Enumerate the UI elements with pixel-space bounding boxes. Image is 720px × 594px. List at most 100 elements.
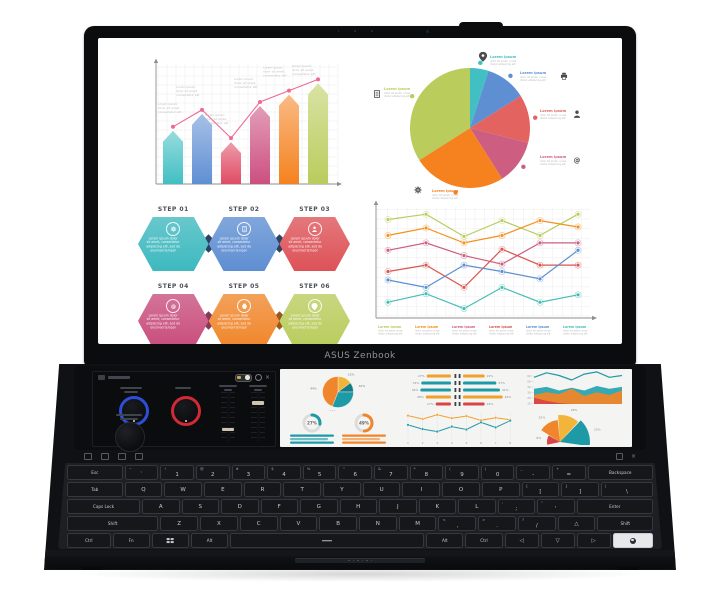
key-6[interactable]: ^ 6	[338, 465, 373, 480]
key-w[interactable]: W	[164, 482, 202, 497]
key-enter[interactable]: Enter	[576, 499, 654, 514]
key-n[interactable]: N	[359, 516, 397, 531]
key-label: 3	[246, 471, 251, 478]
key-alt[interactable]: Alt	[191, 533, 229, 548]
key--[interactable]: <,	[438, 516, 477, 531]
slider-handle[interactable]	[252, 401, 264, 405]
key-v[interactable]: V	[279, 516, 318, 531]
key-h[interactable]: H	[339, 499, 377, 514]
key-esc[interactable]: Esc	[67, 465, 123, 480]
key--[interactable]: ◁	[504, 533, 539, 548]
key-copilot-key[interactable]	[612, 533, 654, 548]
key-shift[interactable]: Shift	[67, 516, 159, 531]
key--[interactable]: △	[557, 516, 596, 531]
key-5[interactable]: % 5	[302, 465, 337, 480]
screenpad-display[interactable]: × 15% 10% 24% 44% 27% 49%	[74, 366, 646, 452]
key-backspace[interactable]: Backspace	[587, 465, 653, 480]
key-8[interactable]: * 8	[409, 465, 444, 480]
key-shift-symbol: :	[501, 500, 503, 505]
step-hexagon: Lorem ipsum dolor sit amet, consectetur ad…	[279, 217, 351, 271]
key-4[interactable]: $4	[267, 465, 301, 480]
key-z[interactable]: Z	[160, 516, 199, 531]
toggle-switch[interactable]	[234, 373, 252, 382]
at-icon: @	[166, 299, 181, 313]
svg-text:ctetur adipiscing elit: ctetur adipiscing elit	[540, 162, 566, 166]
key-shift-symbol: ^	[342, 466, 346, 471]
key--[interactable]: ▷	[576, 533, 611, 548]
vertical-slider-2[interactable]	[251, 392, 265, 442]
key-shift[interactable]: Shift	[597, 516, 653, 531]
key-g[interactable]: G	[300, 499, 338, 514]
slider-label-placeholder	[247, 385, 269, 391]
key-label: W	[180, 486, 186, 493]
key--[interactable]: >.	[478, 516, 516, 531]
gear-icon	[170, 225, 177, 232]
key-7[interactable]: & 7	[374, 465, 408, 480]
key-x[interactable]: X	[200, 516, 238, 531]
step-caption: Lorem ipsum dolor sit amet, consectetur ad…	[146, 314, 181, 330]
key-windows-key[interactable]	[151, 533, 189, 548]
screenpad-shortcut-icon[interactable]	[84, 453, 92, 460]
slider-handle[interactable]	[222, 427, 234, 431]
screenpad-shortcut-icon[interactable]	[118, 453, 126, 460]
key-2[interactable]: @2	[195, 465, 230, 480]
key-0[interactable]: ) 0	[480, 465, 515, 480]
key--[interactable]: | \	[601, 482, 653, 497]
key-s[interactable]: S	[181, 499, 219, 514]
key-fn[interactable]: Fn	[112, 533, 150, 548]
key-alt[interactable]: Alt	[426, 533, 464, 548]
step-label: STEP 01	[157, 206, 189, 213]
key-space-key[interactable]	[230, 533, 425, 548]
key-3[interactable]: #3	[231, 465, 266, 480]
key-r[interactable]: R	[243, 482, 282, 497]
close-icon[interactable]: ×	[264, 373, 270, 381]
key-u[interactable]: U	[362, 482, 401, 497]
step-hexagon: Lorem ipsum dolor sit amet, consectetur ad…	[279, 294, 351, 344]
key-ctrl[interactable]: Ctrl	[67, 533, 111, 548]
svg-text:Lorem ipsum: Lorem ipsum	[432, 189, 458, 193]
settings-gear-icon[interactable]	[254, 374, 262, 381]
key-d[interactable]: D	[221, 499, 259, 514]
vertical-slider-1[interactable]	[221, 392, 235, 442]
key-e[interactable]: E	[203, 482, 242, 497]
key--[interactable]: + =	[552, 465, 586, 480]
key-b[interactable]: B	[319, 516, 357, 531]
key--[interactable]: " '	[537, 499, 575, 514]
maximize-icon[interactable]	[615, 453, 623, 460]
blue-dial[interactable]	[119, 396, 149, 426]
key-a[interactable]: A	[142, 499, 180, 514]
key--[interactable]: {[	[521, 482, 560, 497]
key-l[interactable]: L	[458, 499, 496, 514]
screenpad-shortcut-icon[interactable]	[135, 453, 143, 460]
key-k[interactable]: K	[418, 499, 456, 514]
key-p[interactable]: P	[481, 482, 520, 497]
key-m[interactable]: M	[398, 516, 437, 531]
large-dial[interactable]	[115, 422, 145, 452]
pin-icon	[307, 299, 322, 313]
key--[interactable]: ? /	[517, 516, 556, 531]
svg-text:dolor sit amet,: dolor sit amet,	[234, 81, 256, 85]
key--[interactable]: :;	[497, 499, 535, 514]
key-t[interactable]: T	[283, 482, 322, 497]
key-label: H	[356, 503, 361, 510]
key--[interactable]: ▽	[540, 533, 575, 548]
key-o[interactable]: O	[442, 482, 480, 497]
key--[interactable]: ~ `	[124, 465, 159, 480]
key-caps-lock[interactable]: Caps Lock	[67, 499, 140, 514]
key-q[interactable]: Q	[124, 482, 163, 497]
key-i[interactable]: I	[402, 482, 441, 497]
key-ctrl[interactable]: Ctrl	[465, 533, 503, 548]
key-1[interactable]: ! 1	[160, 465, 194, 480]
key--[interactable]: _ -	[516, 465, 551, 480]
key-tab[interactable]: Tab	[67, 482, 123, 497]
screenpad-shortcut-icon[interactable]	[101, 453, 109, 460]
key-c[interactable]: C	[239, 516, 278, 531]
key--[interactable]: }]	[561, 482, 599, 497]
close-icon[interactable]: ×	[630, 452, 636, 460]
svg-text:ctetur adipiscing elit: ctetur adipiscing elit	[432, 196, 458, 200]
red-dial[interactable]	[171, 396, 201, 426]
key-y[interactable]: Y	[323, 482, 361, 497]
key-9[interactable]: (9	[445, 465, 479, 480]
key-j[interactable]: J	[379, 499, 417, 514]
key-f[interactable]: F	[260, 499, 298, 514]
